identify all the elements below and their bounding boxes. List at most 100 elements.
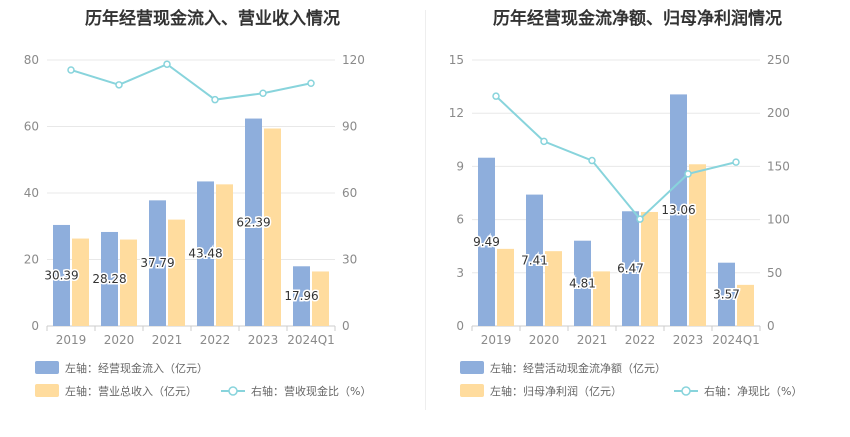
legend-entry-label: 右轴：营收现金比（%） bbox=[251, 384, 371, 398]
bar-primary bbox=[197, 181, 214, 326]
bar-primary bbox=[718, 262, 735, 326]
ratio-line-point bbox=[211, 95, 219, 104]
left-axis-tick-label: 0 bbox=[31, 319, 39, 333]
bar-data-label: 37.79 bbox=[140, 256, 174, 270]
ratio-line bbox=[495, 95, 737, 221]
bar-secondary bbox=[737, 284, 754, 326]
left-axis-tick-label: 40 bbox=[24, 186, 39, 200]
right-chart-title: 历年经营现金流净额、归母净利润情况 bbox=[493, 9, 782, 29]
bar-primary bbox=[149, 200, 166, 326]
left-axis-tick-label: 3 bbox=[456, 266, 464, 280]
left-axis-tick-label: 6 bbox=[456, 213, 464, 227]
x-axis-tick-label: 2019 bbox=[481, 333, 512, 347]
ratio-line-point bbox=[540, 137, 548, 146]
bar-secondary bbox=[689, 164, 706, 326]
bar-data-label: 4.81 bbox=[569, 276, 596, 290]
bar-secondary bbox=[545, 251, 562, 326]
bar-primary bbox=[53, 224, 70, 326]
legend-entry-label: 左轴：营业总收入（亿元） bbox=[65, 384, 197, 398]
right-axis-tick-label: 0 bbox=[767, 319, 775, 333]
right-axis-tick-label: 0 bbox=[342, 319, 350, 333]
x-axis-tick-label: 2024Q1 bbox=[287, 333, 335, 347]
x-axis-tick-label: 2024Q1 bbox=[712, 333, 760, 347]
bar-primary bbox=[245, 118, 262, 326]
right-axis-tick-label: 200 bbox=[767, 106, 790, 120]
left-axis-tick-label: 9 bbox=[456, 159, 464, 173]
bar-primary bbox=[670, 94, 687, 326]
legend-line-marker bbox=[681, 386, 691, 396]
bar-secondary bbox=[216, 184, 233, 326]
left-chart-svg: 0 20 40 60 80 0 30 60 90 120 2019 2020 2021 2022 2023 2… bbox=[24, 53, 372, 398]
bar-primary bbox=[574, 240, 591, 326]
panel-divider bbox=[425, 10, 426, 410]
bar-secondary bbox=[264, 128, 281, 326]
bar-secondary bbox=[641, 211, 658, 326]
bar-secondary bbox=[168, 219, 185, 326]
right-axis-tick-label: 150 bbox=[767, 159, 790, 173]
legend-swatch bbox=[35, 361, 59, 374]
ratio-line-point bbox=[163, 60, 171, 68]
x-axis-tick-label: 2021 bbox=[577, 333, 608, 347]
x-axis-tick-label: 2022 bbox=[200, 333, 231, 347]
ratio-line-point bbox=[492, 92, 500, 100]
ratio-line-point bbox=[67, 66, 75, 74]
ratio-line-point bbox=[588, 156, 596, 165]
bar-data-label: 9.49 bbox=[473, 235, 500, 249]
ratio-line-point bbox=[259, 89, 267, 97]
legend-swatch bbox=[460, 361, 484, 374]
ratio-line bbox=[70, 63, 312, 101]
legend-line-marker bbox=[228, 386, 238, 396]
bar-secondary bbox=[593, 271, 610, 326]
right-axis-tick-label: 60 bbox=[342, 186, 357, 200]
right-axis-tick-label: 50 bbox=[767, 266, 782, 280]
left-axis-tick-label: 20 bbox=[24, 253, 39, 267]
legend-swatch bbox=[460, 384, 484, 397]
legend-entry-label: 左轴：经营现金流入（亿元） bbox=[65, 361, 208, 375]
bar-data-label: 43.48 bbox=[188, 247, 222, 261]
left-axis-tick-label: 80 bbox=[24, 53, 39, 67]
bar-data-label: 3.57 bbox=[713, 287, 740, 301]
x-axis-tick-label: 2023 bbox=[673, 333, 704, 347]
bar-primary bbox=[526, 194, 543, 326]
bar-secondary bbox=[312, 271, 329, 326]
bar-secondary bbox=[72, 238, 89, 326]
ratio-line-point bbox=[684, 170, 692, 178]
bar-primary bbox=[622, 211, 639, 326]
left-chart-title: 历年经营现金流入、营业收入情况 bbox=[85, 9, 340, 29]
bar-data-label: 6.47 bbox=[617, 262, 644, 276]
right-axis-tick-label: 100 bbox=[767, 213, 790, 227]
bar-data-label: 30.39 bbox=[44, 268, 78, 282]
x-axis-tick-label: 2020 bbox=[104, 333, 135, 347]
right-axis-tick-label: 90 bbox=[342, 120, 357, 134]
bar-primary bbox=[478, 157, 495, 326]
bar-data-label: 17.96 bbox=[284, 289, 318, 303]
left-axis-tick-label: 60 bbox=[24, 120, 39, 134]
x-axis-tick-label: 2020 bbox=[529, 333, 560, 347]
x-axis-tick-label: 2019 bbox=[56, 333, 87, 347]
ratio-line-point bbox=[307, 79, 315, 88]
right-chart-panel: 历年经营现金流净额、归母净利润情况 0 3 6 9 12 15 0 50 100 150 200 25… bbox=[425, 0, 850, 437]
legend-swatch bbox=[35, 384, 59, 397]
bar-secondary bbox=[497, 248, 514, 326]
legend-entry-label: 左轴：归母净利润（亿元） bbox=[490, 384, 622, 398]
bar-primary bbox=[101, 231, 118, 326]
bar-data-label: 7.41 bbox=[521, 253, 548, 267]
bar-data-label: 62.39 bbox=[236, 215, 270, 229]
ratio-line-point bbox=[115, 81, 123, 89]
x-axis-tick-label: 2023 bbox=[248, 333, 279, 347]
bar-data-label: 28.28 bbox=[92, 272, 126, 286]
legend-entry-label: 左轴：经营活动现金流净额（亿元） bbox=[490, 361, 666, 375]
right-axis-tick-label: 120 bbox=[342, 53, 365, 67]
left-axis-tick-label: 15 bbox=[449, 53, 464, 67]
left-axis-tick-label: 12 bbox=[449, 106, 464, 120]
bar-secondary bbox=[120, 239, 137, 326]
right-axis-tick-label: 250 bbox=[767, 53, 790, 67]
right-axis-tick-label: 30 bbox=[342, 253, 357, 267]
x-axis-tick-label: 2022 bbox=[625, 333, 656, 347]
legend-entry-label: 右轴：净现比（%） bbox=[704, 384, 802, 398]
left-chart-panel: 历年经营现金流入、营业收入情况 0 20 40 60 80 0 30 60 90 120 2019 2… bbox=[24, 9, 372, 398]
ratio-line-point bbox=[636, 215, 644, 223]
x-axis-tick-label: 2021 bbox=[152, 333, 183, 347]
ratio-line-point bbox=[732, 158, 740, 166]
